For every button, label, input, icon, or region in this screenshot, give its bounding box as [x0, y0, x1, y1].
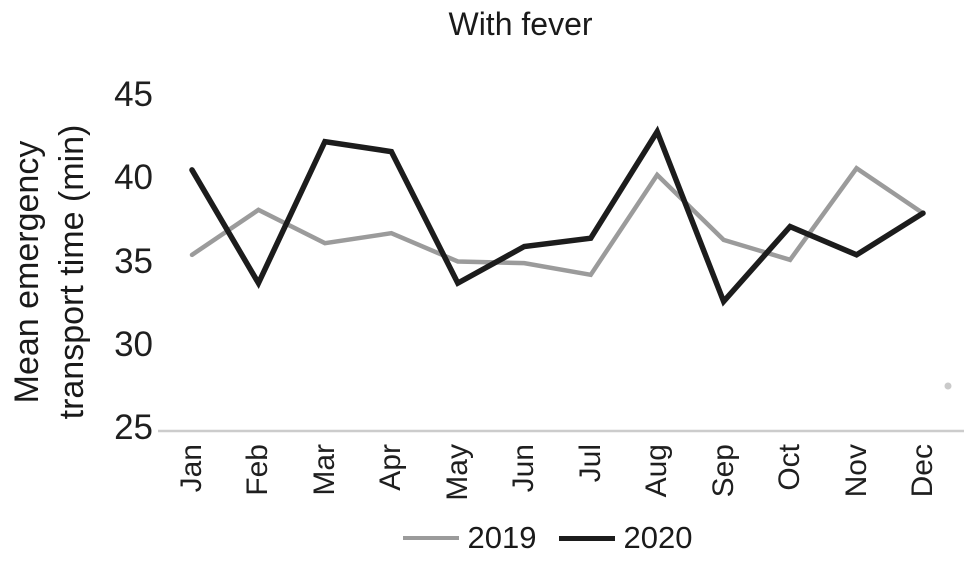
- x-tick-label-may: May: [440, 444, 474, 501]
- y-tick-label-35: 35: [114, 241, 153, 281]
- x-tick-label-oct: Oct: [773, 444, 807, 491]
- x-tick-label-aug: Aug: [640, 444, 674, 498]
- x-tick-label-nov: Nov: [839, 444, 873, 498]
- speck-artifact: [944, 382, 952, 390]
- legend-label-2019: 2019: [467, 520, 537, 555]
- y-tick-label-40: 40: [114, 158, 153, 198]
- legend-label-2020: 2020: [623, 520, 693, 555]
- legend-swatch-2019: [402, 536, 459, 540]
- x-tick-label-feb: Feb: [241, 444, 275, 496]
- legend-item-2019: 2019: [402, 520, 537, 556]
- legend-swatch-2020: [558, 535, 615, 541]
- x-tick-label-jun: Jun: [507, 444, 541, 493]
- legend-item-2020: 2020: [558, 520, 693, 556]
- x-tick-label-dec: Dec: [905, 444, 939, 498]
- x-tick-label-jul: Jul: [573, 444, 607, 483]
- series-2020-line: [189, 125, 926, 307]
- x-tick-label-apr: Apr: [374, 444, 408, 491]
- x-tick-label-mar: Mar: [307, 444, 341, 496]
- x-tick-label-jan: Jan: [175, 444, 208, 493]
- y-tick-label-25: 25: [114, 408, 153, 447]
- legend: 2019 2020: [63, 520, 969, 556]
- series-2019-line: [189, 165, 926, 278]
- chart-title: With fever: [448, 6, 593, 42]
- y-tick-label-30: 30: [114, 324, 153, 364]
- y-tick-label-45: 45: [114, 75, 153, 114]
- x-tick-label-sep: Sep: [706, 444, 740, 498]
